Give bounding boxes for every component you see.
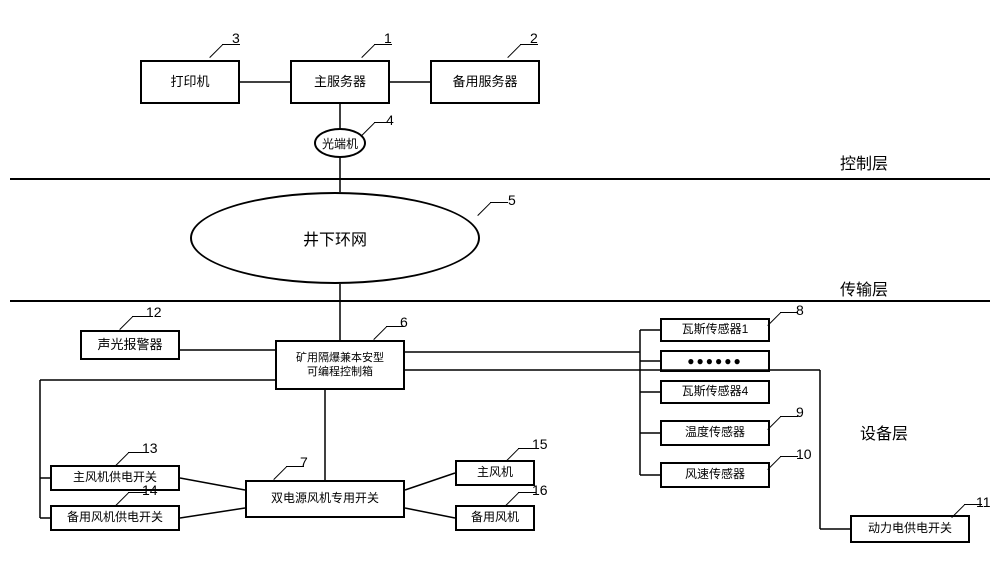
node-main-fan: 主风机 <box>455 460 535 486</box>
label-16: 16 <box>532 482 548 498</box>
node-dual-switch-label: 双电源风机专用开关 <box>271 491 379 507</box>
node-backup-server: 备用服务器 <box>430 60 540 104</box>
label-9: 9 <box>796 404 804 420</box>
node-main-server: 主服务器 <box>290 60 390 104</box>
node-plc: 矿用隔爆兼本安型 可编程控制箱 <box>275 340 405 390</box>
node-backup-fan-sw: 备用风机供电开关 <box>50 505 180 531</box>
callout-3 <box>210 38 250 58</box>
node-wind-label: 风速传感器 <box>685 467 745 483</box>
node-main-fan-sw: 主风机供电开关 <box>50 465 180 491</box>
callout-4 <box>362 116 402 136</box>
node-optical: 光端机 <box>314 128 366 158</box>
layer-label-device: 设备层 <box>860 420 908 444</box>
divider-transport-device <box>10 300 990 302</box>
label-7: 7 <box>300 454 308 470</box>
node-gas4: 瓦斯传感器4 <box>660 380 770 404</box>
node-gas-ellipsis: ●●●●●● <box>660 350 770 372</box>
node-backup-fan-sw-label: 备用风机供电开关 <box>67 510 163 526</box>
node-printer-label: 打印机 <box>170 74 209 91</box>
label-15: 15 <box>532 436 548 452</box>
layer-label-control: 控制层 <box>840 150 888 174</box>
label-2: 2 <box>530 30 538 46</box>
node-gas1-label: 瓦斯传感器1 <box>682 322 749 338</box>
node-dual-switch: 双电源风机专用开关 <box>245 480 405 518</box>
callout-1 <box>362 38 402 58</box>
node-ring: 井下环网 <box>190 192 480 284</box>
node-printer: 打印机 <box>140 60 240 104</box>
node-alarm-label: 声光报警器 <box>97 337 162 354</box>
node-main-server-label: 主服务器 <box>314 74 366 91</box>
callout-6 <box>374 320 414 340</box>
node-temp-label: 温度传感器 <box>685 425 745 441</box>
node-optical-label: 光端机 <box>322 135 358 152</box>
node-gas1: 瓦斯传感器1 <box>660 318 770 342</box>
node-ring-label: 井下环网 <box>303 226 367 250</box>
node-wind: 风速传感器 <box>660 462 770 488</box>
callout-7 <box>274 460 314 480</box>
node-backup-fan: 备用风机 <box>455 505 535 531</box>
label-5: 5 <box>508 192 516 208</box>
callout-2 <box>508 38 548 58</box>
label-4: 4 <box>386 112 394 128</box>
label-8: 8 <box>796 302 804 318</box>
node-backup-fan-label: 备用风机 <box>471 510 519 526</box>
divider-control-transport <box>10 178 990 180</box>
label-6: 6 <box>400 314 408 330</box>
label-13: 13 <box>142 440 158 456</box>
label-1: 1 <box>384 30 392 46</box>
node-power-switch: 动力电供电开关 <box>850 515 970 543</box>
node-gas4-label: 瓦斯传感器4 <box>682 384 749 400</box>
node-plc-label: 矿用隔爆兼本安型 可编程控制箱 <box>296 351 384 380</box>
node-main-fan-label: 主风机 <box>477 465 513 481</box>
label-3: 3 <box>232 30 240 46</box>
node-power-switch-label: 动力电供电开关 <box>868 521 952 537</box>
label-11: 11 <box>976 494 991 510</box>
node-backup-server-label: 备用服务器 <box>452 74 517 91</box>
label-12: 12 <box>146 304 162 320</box>
node-temp: 温度传感器 <box>660 420 770 446</box>
node-alarm: 声光报警器 <box>80 330 180 360</box>
label-10: 10 <box>796 446 812 462</box>
label-14: 14 <box>142 482 158 498</box>
layer-label-transport: 传输层 <box>840 276 888 300</box>
